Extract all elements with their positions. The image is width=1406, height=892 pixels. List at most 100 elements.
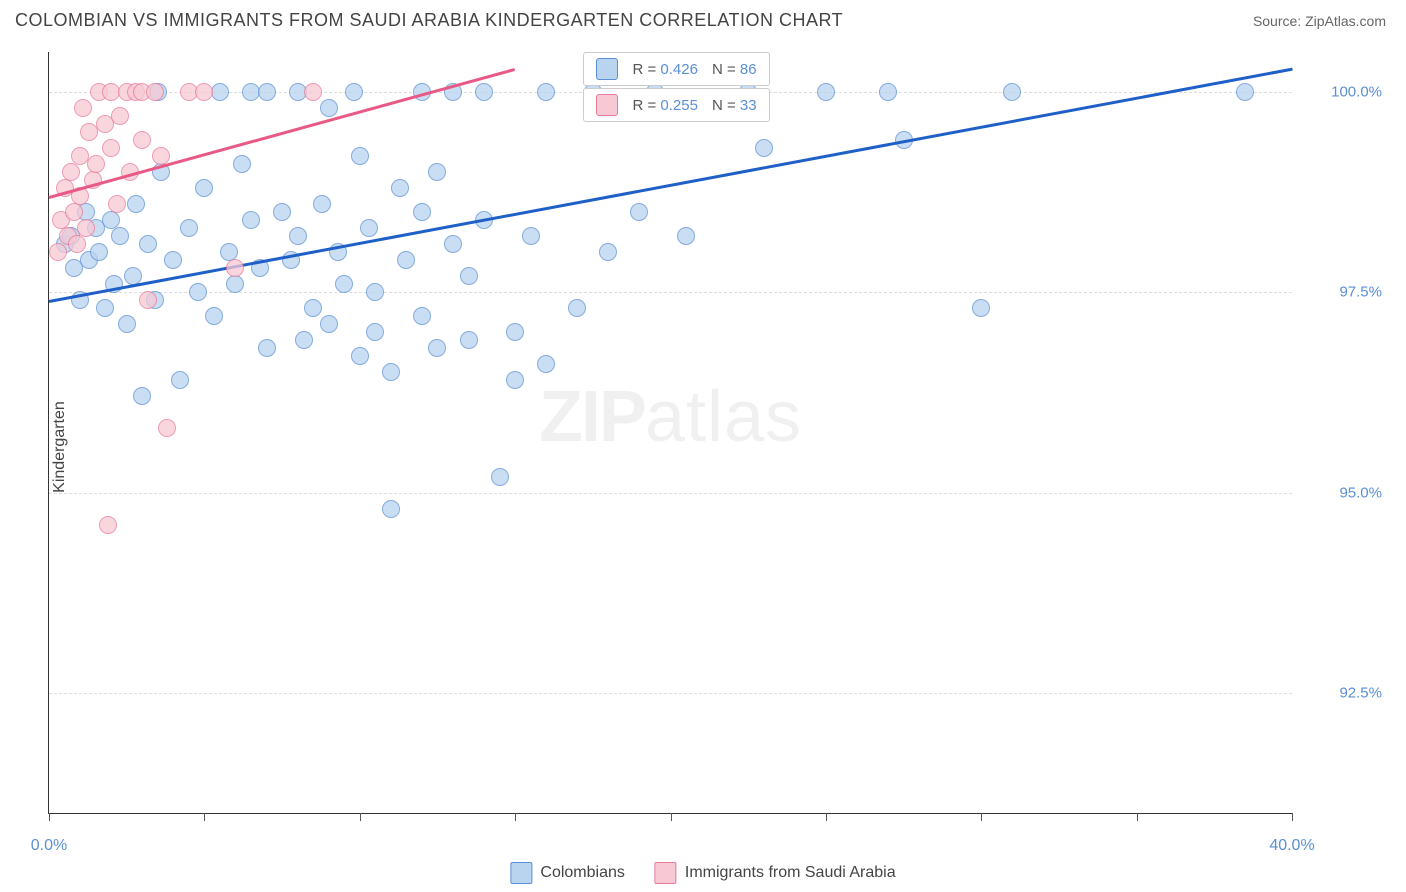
scatter-point <box>522 227 540 245</box>
scatter-point <box>460 331 478 349</box>
scatter-point <box>460 267 478 285</box>
stats-n: N = 86 <box>712 61 757 78</box>
legend-item: Immigrants from Saudi Arabia <box>655 862 896 884</box>
scatter-point <box>133 131 151 149</box>
legend-swatch <box>655 862 677 884</box>
scatter-point <box>972 299 990 317</box>
gridline <box>49 493 1292 494</box>
stats-box: R = 0.255 N = 33 <box>583 88 769 122</box>
source-value: ZipAtlas.com <box>1305 13 1386 29</box>
scatter-point <box>65 203 83 221</box>
stats-swatch <box>596 94 618 116</box>
x-tick <box>826 813 827 821</box>
x-tick <box>515 813 516 821</box>
scatter-point <box>258 339 276 357</box>
watermark-part1: ZIP <box>539 377 645 457</box>
scatter-point <box>313 195 331 213</box>
scatter-point <box>164 251 182 269</box>
scatter-point <box>413 307 431 325</box>
scatter-point <box>475 83 493 101</box>
scatter-point <box>226 275 244 293</box>
scatter-point <box>304 299 322 317</box>
scatter-point <box>139 291 157 309</box>
scatter-point <box>108 195 126 213</box>
scatter-point <box>139 235 157 253</box>
x-tick-label: 40.0% <box>1269 837 1314 855</box>
scatter-point <box>1236 83 1254 101</box>
stats-swatch <box>596 58 618 80</box>
scatter-point <box>111 227 129 245</box>
scatter-point <box>189 283 207 301</box>
scatter-point <box>382 500 400 518</box>
scatter-point <box>211 83 229 101</box>
scatter-point <box>195 83 213 101</box>
scatter-point <box>226 259 244 277</box>
y-tick-label: 100.0% <box>1302 84 1382 101</box>
scatter-point <box>180 219 198 237</box>
scatter-point <box>74 99 92 117</box>
scatter-point <box>428 163 446 181</box>
scatter-point <box>127 195 145 213</box>
chart-container: Kindergarten ZIPatlas 92.5%95.0%97.5%100… <box>48 52 1390 842</box>
scatter-point <box>537 83 555 101</box>
scatter-point <box>102 139 120 157</box>
scatter-point <box>506 323 524 341</box>
scatter-point <box>295 331 313 349</box>
scatter-point <box>360 219 378 237</box>
scatter-point <box>391 179 409 197</box>
x-tick <box>981 813 982 821</box>
scatter-point <box>96 299 114 317</box>
x-tick <box>1292 813 1293 821</box>
scatter-point <box>158 419 176 437</box>
scatter-point <box>677 227 695 245</box>
scatter-point <box>320 315 338 333</box>
scatter-point <box>879 83 897 101</box>
y-tick-label: 95.0% <box>1302 484 1382 501</box>
scatter-point <box>599 243 617 261</box>
scatter-point <box>320 99 338 117</box>
scatter-point <box>87 155 105 173</box>
scatter-point <box>506 371 524 389</box>
x-tick <box>204 813 205 821</box>
legend-label: Colombians <box>540 864 624 882</box>
scatter-point <box>351 347 369 365</box>
scatter-point <box>273 203 291 221</box>
scatter-point <box>258 83 276 101</box>
legend: Colombians Immigrants from Saudi Arabia <box>510 862 895 884</box>
plot-area: ZIPatlas 92.5%95.0%97.5%100.0%0.0%40.0%R… <box>48 52 1292 814</box>
scatter-point <box>233 155 251 173</box>
scatter-point <box>444 235 462 253</box>
scatter-point <box>568 299 586 317</box>
scatter-point <box>171 371 189 389</box>
y-tick-label: 92.5% <box>1302 684 1382 701</box>
scatter-point <box>382 363 400 381</box>
scatter-point <box>366 283 384 301</box>
x-tick-label: 0.0% <box>31 837 67 855</box>
scatter-point <box>242 211 260 229</box>
stats-r: R = 0.255 <box>632 97 697 114</box>
scatter-point <box>413 203 431 221</box>
scatter-point <box>491 468 509 486</box>
scatter-point <box>77 219 95 237</box>
source-attribution: Source: ZipAtlas.com <box>1253 13 1386 29</box>
x-tick <box>1137 813 1138 821</box>
scatter-point <box>133 387 151 405</box>
scatter-point <box>49 243 67 261</box>
scatter-point <box>205 307 223 325</box>
x-tick <box>360 813 361 821</box>
watermark-part2: atlas <box>645 377 802 457</box>
scatter-point <box>397 251 415 269</box>
scatter-point <box>755 139 773 157</box>
legend-swatch <box>510 862 532 884</box>
scatter-point <box>428 339 446 357</box>
scatter-point <box>62 163 80 181</box>
source-label: Source: <box>1253 13 1301 29</box>
scatter-point <box>335 275 353 293</box>
watermark: ZIPatlas <box>539 376 802 458</box>
scatter-point <box>68 235 86 253</box>
stats-n: N = 33 <box>712 97 757 114</box>
scatter-point <box>195 179 213 197</box>
stats-r: R = 0.426 <box>632 61 697 78</box>
scatter-point <box>817 83 835 101</box>
scatter-point <box>304 83 322 101</box>
